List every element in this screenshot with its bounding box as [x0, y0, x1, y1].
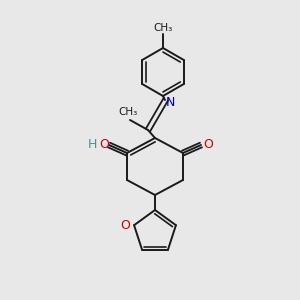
- Text: O: O: [120, 219, 130, 232]
- Text: O: O: [99, 137, 109, 151]
- Text: H: H: [87, 137, 97, 151]
- Text: N: N: [165, 95, 175, 109]
- Text: O: O: [203, 137, 213, 151]
- Text: CH₃: CH₃: [118, 107, 138, 117]
- Text: CH₃: CH₃: [153, 23, 172, 33]
